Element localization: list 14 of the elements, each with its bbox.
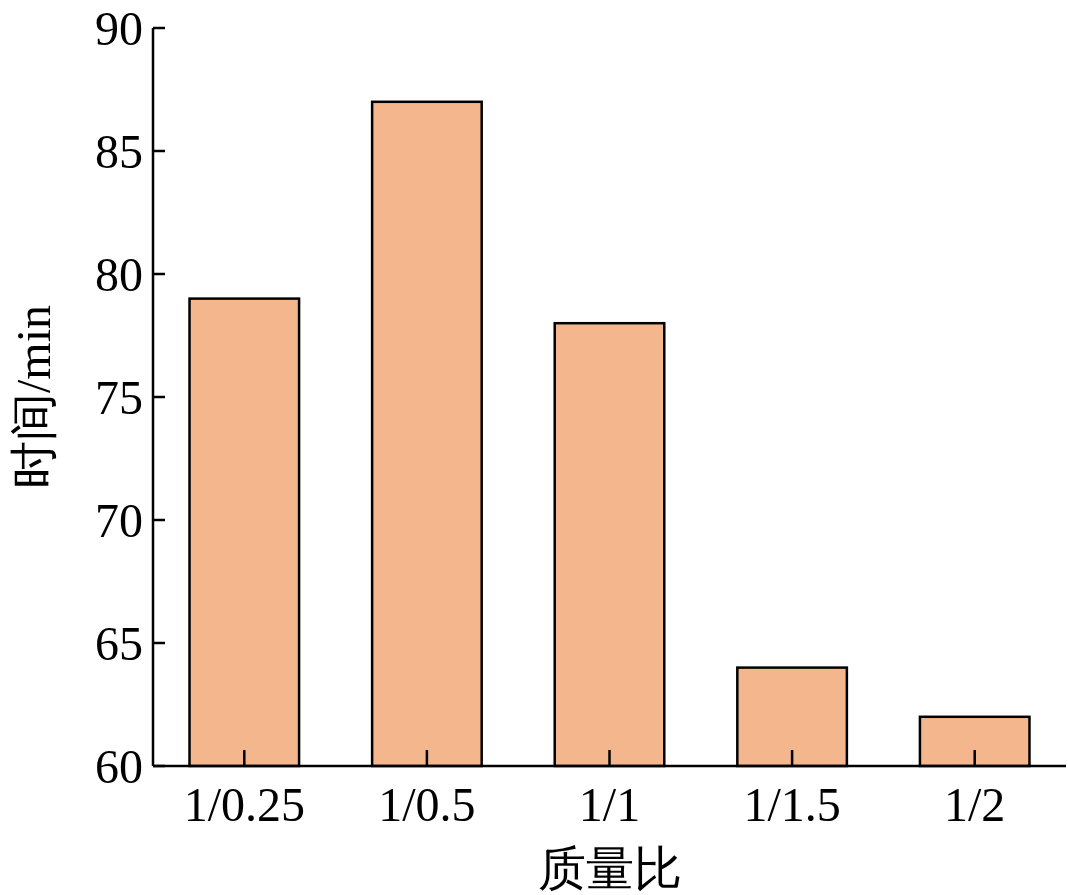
y-tick-label: 65 <box>95 616 143 670</box>
x-tick-label: 1/0.5 <box>378 778 476 831</box>
x-tick-label: 1/2 <box>944 778 1006 831</box>
y-tick-label: 60 <box>95 739 143 793</box>
x-axis-title: 质量比 <box>537 842 682 895</box>
y-tick-label: 75 <box>95 370 143 424</box>
x-tick-label: 1/1 <box>578 778 641 831</box>
y-tick-label: 70 <box>95 493 143 547</box>
y-tick-label: 80 <box>95 247 143 301</box>
y-tick-label: 90 <box>95 1 143 55</box>
y-axis-title: 时间/min <box>7 304 60 490</box>
y-tick-label: 85 <box>95 124 143 178</box>
x-tick-label: 1/0.25 <box>183 778 305 831</box>
x-tick-label: 1/1.5 <box>743 778 841 831</box>
